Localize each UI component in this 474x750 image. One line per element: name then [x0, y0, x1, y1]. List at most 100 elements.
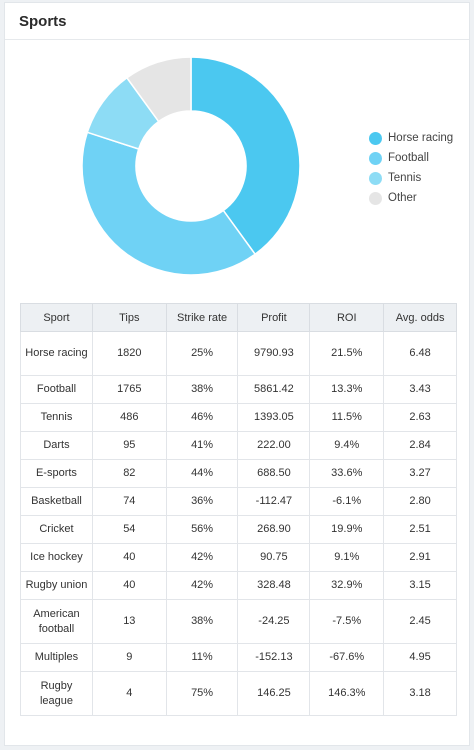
card-header: Sports — [5, 3, 469, 40]
table-row: Darts 95 41% 222.00 9.4% 2.84 — [20, 431, 457, 460]
table-cell: 222.00 — [237, 431, 311, 460]
table-cell: 11% — [165, 643, 239, 672]
table-cell: Cricket — [20, 515, 93, 544]
table-cell: 5861.42 — [237, 375, 311, 404]
table-cell: 95 — [91, 431, 167, 460]
table-cell: 9.4% — [309, 431, 385, 460]
table-cell: 33.6% — [309, 459, 385, 488]
slice-football[interactable] — [81, 131, 257, 276]
chart-legend: Horse racing Football Tennis Other — [369, 128, 453, 208]
table-cell: 13 — [91, 599, 167, 644]
table-row: Rugby union 40 42% 328.48 32.9% 3.15 — [20, 571, 457, 600]
legend-swatch — [369, 171, 382, 185]
legend-label: Other — [388, 192, 417, 204]
table-cell: 3.15 — [383, 571, 457, 600]
table-cell: E-sports — [20, 459, 93, 488]
legend-label: Football — [388, 152, 429, 164]
card-title: Sports — [19, 13, 67, 30]
table-cell: 19.9% — [309, 515, 385, 544]
table-row: Horse racing 1820 25% 9790.93 21.5% 6.48 — [20, 331, 457, 376]
table-cell: -152.13 — [237, 643, 311, 672]
table-cell: 11.5% — [309, 403, 385, 432]
table-cell: 1393.05 — [237, 403, 311, 432]
legend-item-horse-racing[interactable]: Horse racing — [369, 128, 453, 148]
table-row: Rugby league 4 75% 146.25 146.3% 3.18 — [20, 671, 457, 716]
table-cell: Football — [20, 375, 93, 404]
table-cell: 74 — [91, 487, 167, 516]
table-cell: 146.25 — [237, 671, 311, 716]
table-body: Horse racing 1820 25% 9790.93 21.5% 6.48 Footb… — [20, 331, 457, 716]
table-cell: Tennis — [20, 403, 93, 432]
table-cell: Darts — [20, 431, 93, 460]
table-cell: 2.84 — [383, 431, 457, 460]
table-cell: 13.3% — [309, 375, 385, 404]
table-cell: 41% — [165, 431, 239, 460]
table-cell: 32.9% — [309, 571, 385, 600]
legend-swatch — [369, 191, 382, 205]
table-cell: 328.48 — [237, 571, 311, 600]
legend-item-tennis[interactable]: Tennis — [369, 168, 453, 188]
table-cell: 2.45 — [383, 599, 457, 644]
donut-svg — [81, 56, 301, 276]
table-header-row: Sport Tips Strike rate Profit ROI Avg. odds — [20, 303, 457, 332]
table-cell: 6.48 — [383, 331, 457, 376]
table-cell: 1820 — [91, 331, 167, 376]
table-cell: -112.47 — [237, 487, 311, 516]
table-cell: 486 — [91, 403, 167, 432]
table-cell: 1765 — [91, 375, 167, 404]
table-cell: 9790.93 — [237, 331, 311, 376]
table-cell: Rugby league — [20, 671, 93, 716]
sports-table: Sport Tips Strike rate Profit ROI Avg. odds H… — [20, 303, 457, 716]
slice-other[interactable] — [125, 56, 192, 123]
table-cell: 40 — [91, 543, 167, 572]
legend-swatch — [369, 151, 382, 165]
table-row: Multiples 9 11% -152.13 -67.6% 4.95 — [20, 643, 457, 672]
sports-card: Sports Horse racing Football Tennis Other S… — [4, 2, 470, 746]
table-row: Ice hockey 40 42% 90.75 9.1% 2.91 — [20, 543, 457, 572]
column-header-profit: Profit — [237, 303, 311, 332]
table-cell: 21.5% — [309, 331, 385, 376]
table-cell: Basketball — [20, 487, 93, 516]
column-header-tips: Tips — [91, 303, 167, 332]
table-cell: 3.18 — [383, 671, 457, 716]
column-header-strike-rate: Strike rate — [165, 303, 239, 332]
table-row: E-sports 82 44% 688.50 33.6% 3.27 — [20, 459, 457, 488]
table-cell: 40 — [91, 571, 167, 600]
table-cell: 46% — [165, 403, 239, 432]
sports-donut-chart: Horse racing Football Tennis Other — [5, 41, 471, 281]
table-cell: 54 — [91, 515, 167, 544]
slice-horse-racing[interactable] — [190, 56, 301, 256]
table-row: Football 1765 38% 5861.42 13.3% 3.43 — [20, 375, 457, 404]
table-cell: 42% — [165, 571, 239, 600]
table-cell: 44% — [165, 459, 239, 488]
table-cell: 36% — [165, 487, 239, 516]
table-cell: 4.95 — [383, 643, 457, 672]
column-header-sport: Sport — [20, 303, 93, 332]
table-cell: 4 — [91, 671, 167, 716]
legend-label: Horse racing — [388, 132, 454, 144]
table-row: American football 13 38% -24.25 -7.5% 2.45 — [20, 599, 457, 644]
table-cell: 2.51 — [383, 515, 457, 544]
legend-item-football[interactable]: Football — [369, 148, 453, 168]
table-cell: 42% — [165, 543, 239, 572]
table-cell: 9 — [91, 643, 167, 672]
table-cell: -67.6% — [309, 643, 385, 672]
table-cell: 146.3% — [309, 671, 385, 716]
legend-swatch — [369, 131, 382, 145]
table-cell: 75% — [165, 671, 239, 716]
table-cell: 688.50 — [237, 459, 311, 488]
legend-label: Tennis — [388, 172, 422, 184]
table-cell: Horse racing — [20, 331, 93, 376]
table-cell: 268.90 — [237, 515, 311, 544]
table-cell: -7.5% — [309, 599, 385, 644]
table-cell: 25% — [165, 331, 239, 376]
table-cell: 2.91 — [383, 543, 457, 572]
table-cell: -24.25 — [237, 599, 311, 644]
table-row: Tennis 486 46% 1393.05 11.5% 2.63 — [20, 403, 457, 432]
legend-item-other[interactable]: Other — [369, 188, 453, 208]
table-cell: 82 — [91, 459, 167, 488]
column-header-roi: ROI — [309, 303, 385, 332]
table-cell: 56% — [165, 515, 239, 544]
table-cell: 2.80 — [383, 487, 457, 516]
table-row: Cricket 54 56% 268.90 19.9% 2.51 — [20, 515, 457, 544]
